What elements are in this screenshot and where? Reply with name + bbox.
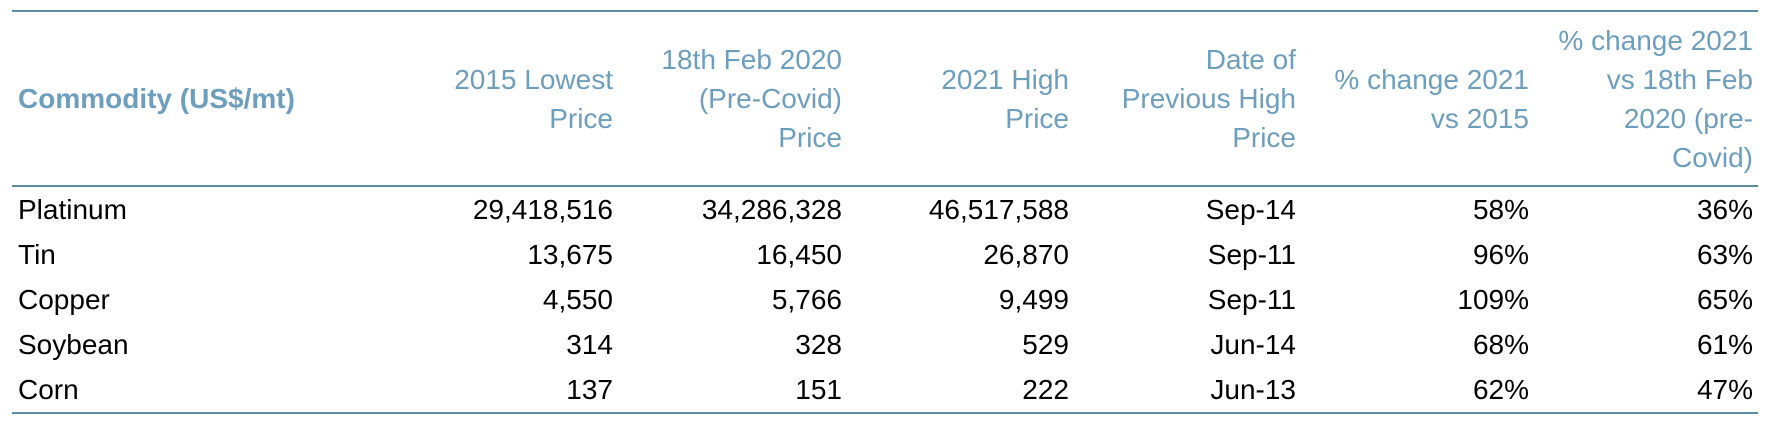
header-date-previous-high: Date of Previous High Price: [1074, 12, 1301, 185]
header-pct-change-vs-2020-label: % change 2021 vs 18th Feb 2020 (pre-Covi…: [1558, 24, 1753, 173]
value-cell: 13,675: [527, 238, 613, 270]
table-row: Platinum 29,418,516 34,286,328 46,517,588 Se…: [12, 187, 1758, 232]
value-cell: 328: [795, 328, 842, 360]
value-cell: 47%: [1696, 373, 1753, 405]
header-precovid-price: 18th Feb 2020 (Pre-Covid) Price: [618, 12, 847, 185]
value-cell: 62%: [1472, 373, 1529, 405]
commodity-name-cell: Soybean: [18, 328, 129, 360]
value-cell: 529: [1022, 328, 1069, 360]
value-cell: 34,286,328: [701, 193, 842, 225]
value-cell: 9,499: [998, 283, 1069, 315]
commodity-name-cell: Corn: [18, 373, 79, 405]
value-cell: 58%: [1472, 193, 1529, 225]
table-body: Platinum 29,418,516 34,286,328 46,517,588 Se…: [12, 187, 1758, 412]
header-2021-high-price-label: 2021 High Price: [941, 63, 1069, 134]
header-pct-change-vs-2020: % change 2021 vs 18th Feb 2020 (pre-Covi…: [1534, 12, 1758, 185]
commodity-name-cell: Copper: [18, 283, 110, 315]
value-cell: 61%: [1696, 328, 1753, 360]
value-cell: 109%: [1457, 283, 1529, 315]
value-cell: 151: [795, 373, 842, 405]
commodity-name-cell: Platinum: [18, 193, 127, 225]
value-cell: 29,418,516: [472, 193, 613, 225]
header-2015-lowest-price: 2015 Lowest Price: [394, 12, 618, 185]
value-cell: Jun-14: [1210, 328, 1296, 360]
header-commodity: Commodity (US$/mt): [12, 12, 394, 185]
value-cell: Sep-11: [1207, 283, 1296, 315]
commodity-name-cell: Tin: [18, 238, 56, 270]
header-pct-change-vs-2015-label: % change 2021 vs 2015: [1334, 63, 1529, 134]
value-cell: 16,450: [756, 238, 842, 270]
table-row: Copper 4,550 5,766 9,499 Sep-11 109% 65%: [12, 277, 1758, 322]
header-commodity-label: Commodity (US$/mt): [18, 83, 295, 114]
value-cell: 137: [566, 373, 613, 405]
table-header-row: Commodity (US$/mt) 2015 Lowest Price 18t…: [12, 12, 1758, 187]
header-date-previous-high-label: Date of Previous High Price: [1121, 44, 1296, 153]
value-cell: 26,870: [983, 238, 1069, 270]
table-row: Soybean 314 328 529 Jun-14 68% 61%: [12, 322, 1758, 367]
table-row: Corn 137 151 222 Jun-13 62% 47%: [12, 367, 1758, 412]
header-pct-change-vs-2015: % change 2021 vs 2015: [1301, 12, 1534, 185]
value-cell: Sep-11: [1207, 238, 1296, 270]
value-cell: 5,766: [771, 283, 842, 315]
value-cell: Sep-14: [1205, 193, 1296, 225]
value-cell: 4,550: [542, 283, 613, 315]
value-cell: 36%: [1696, 193, 1753, 225]
value-cell: 222: [1022, 373, 1069, 405]
value-cell: 314: [566, 328, 613, 360]
value-cell: 96%: [1472, 238, 1529, 270]
value-cell: 46,517,588: [928, 193, 1069, 225]
table-row: Tin 13,675 16,450 26,870 Sep-11 96% 63%: [12, 232, 1758, 277]
value-cell: 68%: [1472, 328, 1529, 360]
header-2015-lowest-price-label: 2015 Lowest Price: [454, 63, 613, 134]
commodity-price-table: Commodity (US$/mt) 2015 Lowest Price 18t…: [12, 10, 1758, 414]
value-cell: Jun-13: [1210, 373, 1296, 405]
value-cell: 63%: [1696, 238, 1753, 270]
value-cell: 65%: [1696, 283, 1753, 315]
header-2021-high-price: 2021 High Price: [847, 12, 1074, 185]
header-precovid-price-label: 18th Feb 2020 (Pre-Covid) Price: [661, 44, 842, 153]
